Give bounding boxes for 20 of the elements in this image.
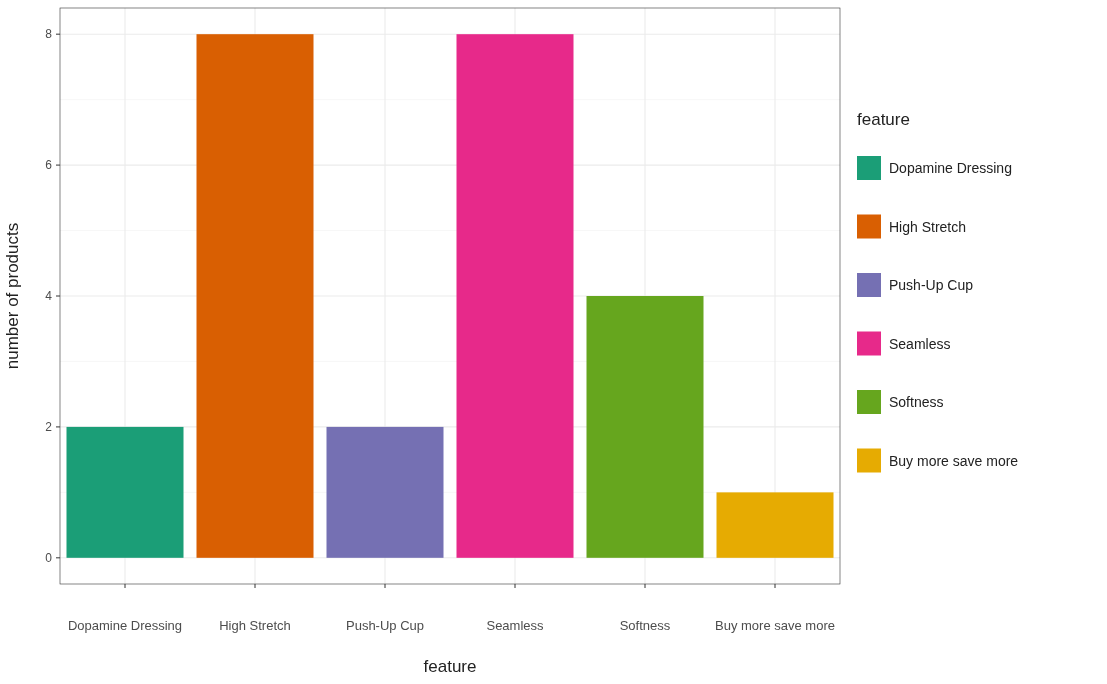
y-tick-label: 4 bbox=[45, 289, 53, 304]
legend-label: Softness bbox=[889, 394, 944, 410]
legend-label: Buy more save more bbox=[889, 452, 1019, 469]
x-tick-label: Push-Up Cup bbox=[345, 618, 425, 633]
y-tick-label: 2 bbox=[45, 420, 53, 435]
y-axis-title: number of products bbox=[3, 222, 22, 370]
x-tick-label: Dopamine Dressing bbox=[67, 618, 183, 633]
x-tick-label: Seamless bbox=[486, 618, 545, 633]
legend-title: feature bbox=[857, 110, 910, 129]
y-tick-label: 6 bbox=[45, 158, 53, 173]
legend-label: Dopamine Dressing bbox=[889, 160, 1012, 176]
y-tick-label: 8 bbox=[45, 27, 53, 42]
legend-label: High Stretch bbox=[889, 218, 967, 235]
x-tick-label: High Stretch bbox=[219, 618, 291, 633]
legend-label: Seamless bbox=[889, 335, 951, 352]
y-tick-label: 0 bbox=[45, 551, 53, 566]
x-axis-title: feature bbox=[423, 657, 477, 676]
x-tick-label: Buy more save more bbox=[715, 618, 835, 633]
x-tick-label: Softness bbox=[619, 618, 671, 633]
legend-label: Push-Up Cup bbox=[889, 277, 974, 293]
